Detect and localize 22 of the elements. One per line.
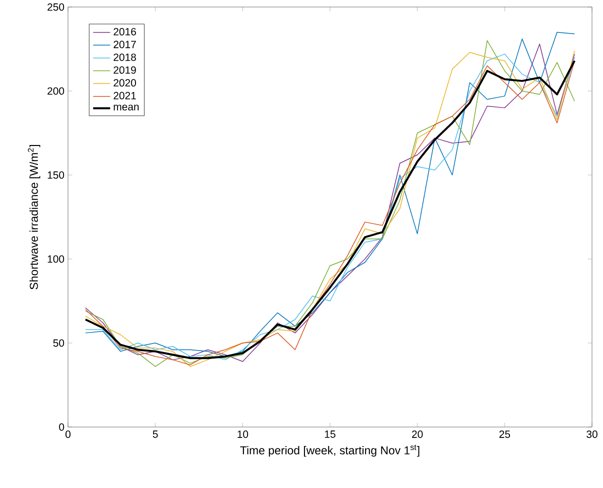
x-tick-label: 15 [324, 430, 336, 438]
legend-label: 2020 [114, 79, 136, 87]
legend-label: 2016 [114, 28, 136, 36]
y-axis-title: Shortwave irradiance [W/m$^{2}$] [28, 145, 40, 290]
legend-label: 2019 [114, 66, 136, 74]
y-tick-label: 50 [53, 339, 64, 347]
legend-label: mean [114, 104, 139, 110]
y-tick-label: 250 [48, 3, 64, 11]
x-tick-label: 5 [152, 430, 158, 438]
x-axis-title: Time period [week, starting Nov 1$^{st}$] [240, 444, 420, 457]
x-tick-label: 30 [586, 430, 598, 438]
y-tick-label: 150 [48, 171, 64, 179]
x-tick-label: 0 [66, 430, 71, 438]
x-tick-label: 20 [412, 430, 423, 438]
legend-label: 2018 [114, 54, 136, 61]
y-tick-label: 200 [48, 87, 64, 95]
x-tick-label: 25 [499, 430, 510, 438]
y-tick-label: 0 [59, 423, 64, 431]
legend-label: 2017 [114, 40, 136, 48]
y-tick-label: 100 [48, 255, 64, 263]
legend-label: 2021 [114, 92, 136, 100]
x-tick-label: 10 [238, 430, 248, 438]
